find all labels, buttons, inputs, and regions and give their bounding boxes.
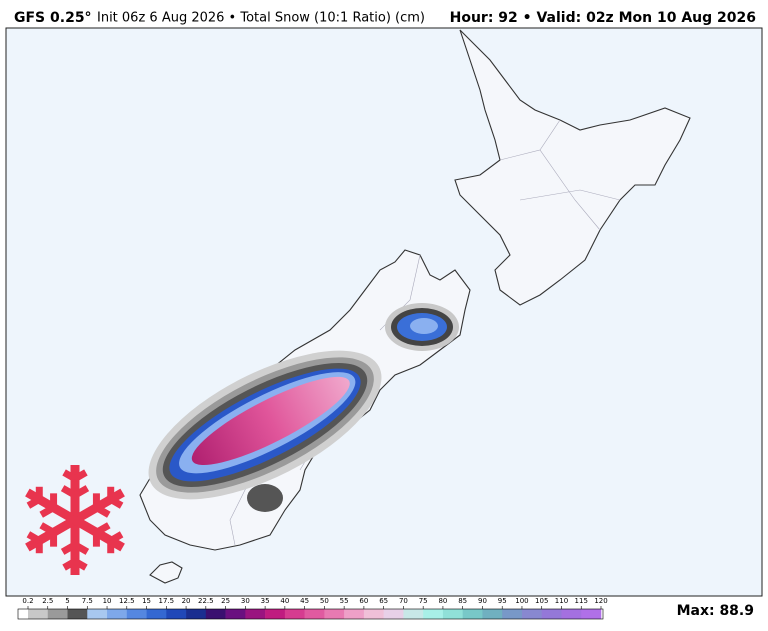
colorbar-label: 105	[535, 597, 548, 605]
run-description: Init 06z 6 Aug 2026 • Total Snow (10:1 R…	[97, 11, 425, 26]
snowflake-logo	[25, 465, 125, 575]
colorbar-label: 25	[221, 597, 230, 605]
flake-branch	[26, 496, 42, 509]
snow-shade	[410, 318, 438, 334]
flake-branch	[60, 541, 77, 555]
colorbar-label: 15	[142, 597, 151, 605]
max-value: Max: 88.9	[677, 603, 754, 619]
flake-branch	[60, 485, 77, 499]
stewart-island	[149, 561, 183, 584]
snow-shade	[191, 376, 350, 466]
colorbar-segment	[462, 609, 483, 619]
flake-branch	[94, 504, 111, 518]
snow-field	[247, 303, 459, 512]
snow-field	[148, 350, 382, 500]
colorbar-segment	[265, 609, 286, 619]
colorbar-label: 2.5	[42, 597, 53, 605]
colorbar-segment	[482, 609, 503, 619]
colorbar-label: 50	[320, 597, 329, 605]
colorbar-label: 75	[419, 597, 428, 605]
flake-branch	[73, 485, 90, 499]
flake-branch	[62, 558, 77, 571]
colorbar-segment	[324, 609, 345, 619]
colorbar-segment	[423, 609, 444, 619]
colorbar-segment	[205, 609, 226, 619]
flake-branch	[62, 469, 77, 482]
colorbar-label: 95	[498, 597, 507, 605]
colorbar-segment	[363, 609, 384, 619]
flake-branch	[73, 469, 88, 482]
colorbar-segment	[166, 609, 187, 619]
colorbar-label: 70	[399, 597, 408, 605]
colorbar-label: 40	[280, 597, 289, 605]
colorbar-segment	[126, 609, 147, 619]
region-borders	[229, 119, 621, 546]
colorbar-label: 12.5	[119, 597, 135, 605]
valid-time: Hour: 92 • Valid: 02z Mon 10 Aug 2026	[450, 10, 756, 26]
colorbar-label: 100	[515, 597, 528, 605]
colorbar-label: 80	[438, 597, 447, 605]
colorbar-segment	[186, 609, 207, 619]
colorbar-segment	[87, 609, 108, 619]
colorbar-segment	[383, 609, 404, 619]
colorbar-label: 45	[300, 597, 309, 605]
flake-branch	[39, 522, 56, 536]
colorbar-label: 115	[575, 597, 588, 605]
colorbar-segment	[18, 609, 28, 619]
model-name: GFS 0.25°	[14, 10, 92, 26]
flake-branch	[108, 496, 124, 509]
map	[5, 27, 763, 597]
colorbar-label: 20	[182, 597, 191, 605]
colorbar-segment	[541, 609, 562, 619]
colorbar-segment	[67, 609, 88, 619]
colorbar-label: 10	[103, 597, 112, 605]
colorbar-label: 0.2	[22, 597, 33, 605]
colorbar-segment	[107, 609, 128, 619]
colorbar-label: 60	[359, 597, 368, 605]
colorbar-label: 30	[241, 597, 250, 605]
colorbar-segment	[146, 609, 167, 619]
colorbar-segment	[245, 609, 266, 619]
colorbar-segment	[344, 609, 365, 619]
colorbar-label: 110	[555, 597, 568, 605]
colorbar-label: 55	[340, 597, 349, 605]
flake-branch	[73, 541, 90, 555]
colorbar-segment	[47, 609, 68, 619]
colorbar-label: 5	[65, 597, 69, 605]
flake-branch	[26, 531, 42, 544]
colorbar-segment	[304, 609, 325, 619]
colorbar-segment	[502, 609, 523, 619]
colorbar-segment	[442, 609, 463, 619]
colorbar-label: 90	[478, 597, 487, 605]
colorbar-label: 17.5	[159, 597, 175, 605]
colorbar: 0.2 2.5 5 7.5 10 12.5 15 17.5 20 22.5 25 30 35 40 45 50…	[17, 597, 608, 620]
colorbar-label: 120	[594, 597, 607, 605]
colorbar-label: 22.5	[198, 597, 214, 605]
north-island	[454, 29, 691, 306]
colorbar-label: 85	[458, 597, 467, 605]
colorbar-segment	[403, 609, 424, 619]
colorbar-label: 7.5	[82, 597, 93, 605]
flake-branch	[108, 531, 124, 544]
flake-branch	[73, 558, 88, 571]
colorbar-segment	[28, 609, 49, 619]
colorbar-segment	[561, 609, 582, 619]
colorbar-frame	[17, 608, 604, 620]
colorbar-label: 65	[379, 597, 388, 605]
colorbar-segment	[521, 609, 543, 619]
colorbar-segment	[284, 609, 305, 619]
flake-branch	[94, 522, 111, 536]
flake-branch	[39, 504, 56, 518]
colorbar-label: 35	[261, 597, 270, 605]
snow-shade	[247, 484, 283, 512]
colorbar-segment	[581, 609, 602, 619]
colorbar-segment	[225, 609, 246, 619]
